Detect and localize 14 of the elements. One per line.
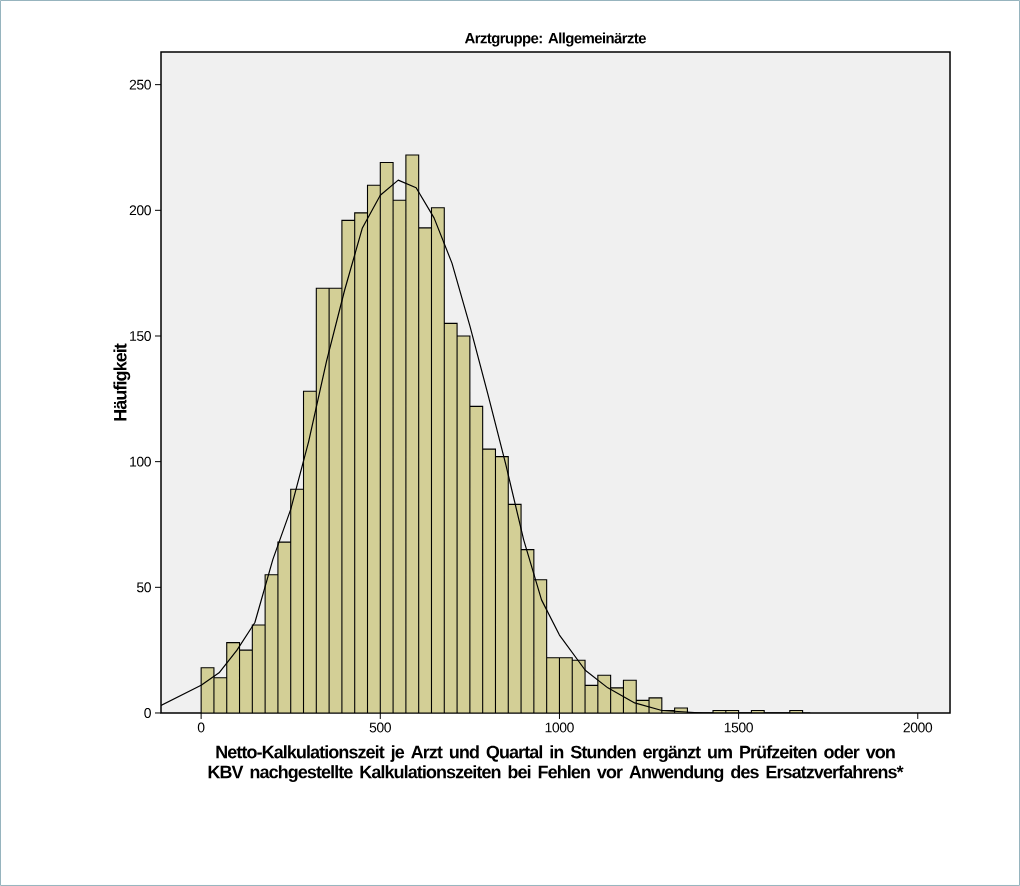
y-tick-label: 150 [130,331,151,341]
y-tick-label: 250 [129,79,151,90]
y-tick-label: 200 [129,205,151,216]
x-axis-title: Netto-Kalkulationszeit je Arzt und Quartal in Stunden ergänzt um Prüfzeiten oder von KBV nachgestellte Kalkulationszeiten bei Fehlen vor Anwendung des Ersatzverfahrens* [208,745,904,782]
x-tick-label: 1000 [545,722,574,733]
y-tick-label: 0 [144,708,151,718]
y-tick-label: 100 [130,456,151,467]
x-tick-label: 1500 [724,722,753,733]
x-tick-label: 2000 [903,722,933,733]
x-tick-label: 0 [197,722,205,733]
chart-title: Arztgruppe: Allgemeinärzte [464,32,646,47]
y-tick-label: 50 [136,582,151,593]
x-tick-label: 500 [369,722,391,733]
y-axis-title: Häufigkeit [113,343,131,421]
